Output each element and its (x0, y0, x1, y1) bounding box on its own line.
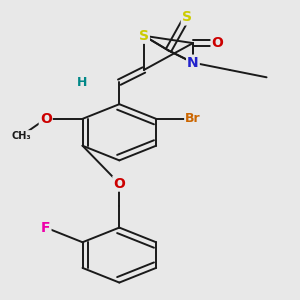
Text: O: O (40, 112, 52, 126)
Text: S: S (182, 11, 192, 24)
Text: CH₃: CH₃ (11, 131, 31, 141)
Text: Br: Br (185, 112, 201, 125)
Text: F: F (41, 220, 50, 235)
Text: O: O (212, 36, 224, 50)
Text: S: S (139, 29, 149, 43)
Text: O: O (113, 177, 125, 190)
Text: N: N (187, 56, 199, 70)
Text: H: H (77, 76, 88, 89)
